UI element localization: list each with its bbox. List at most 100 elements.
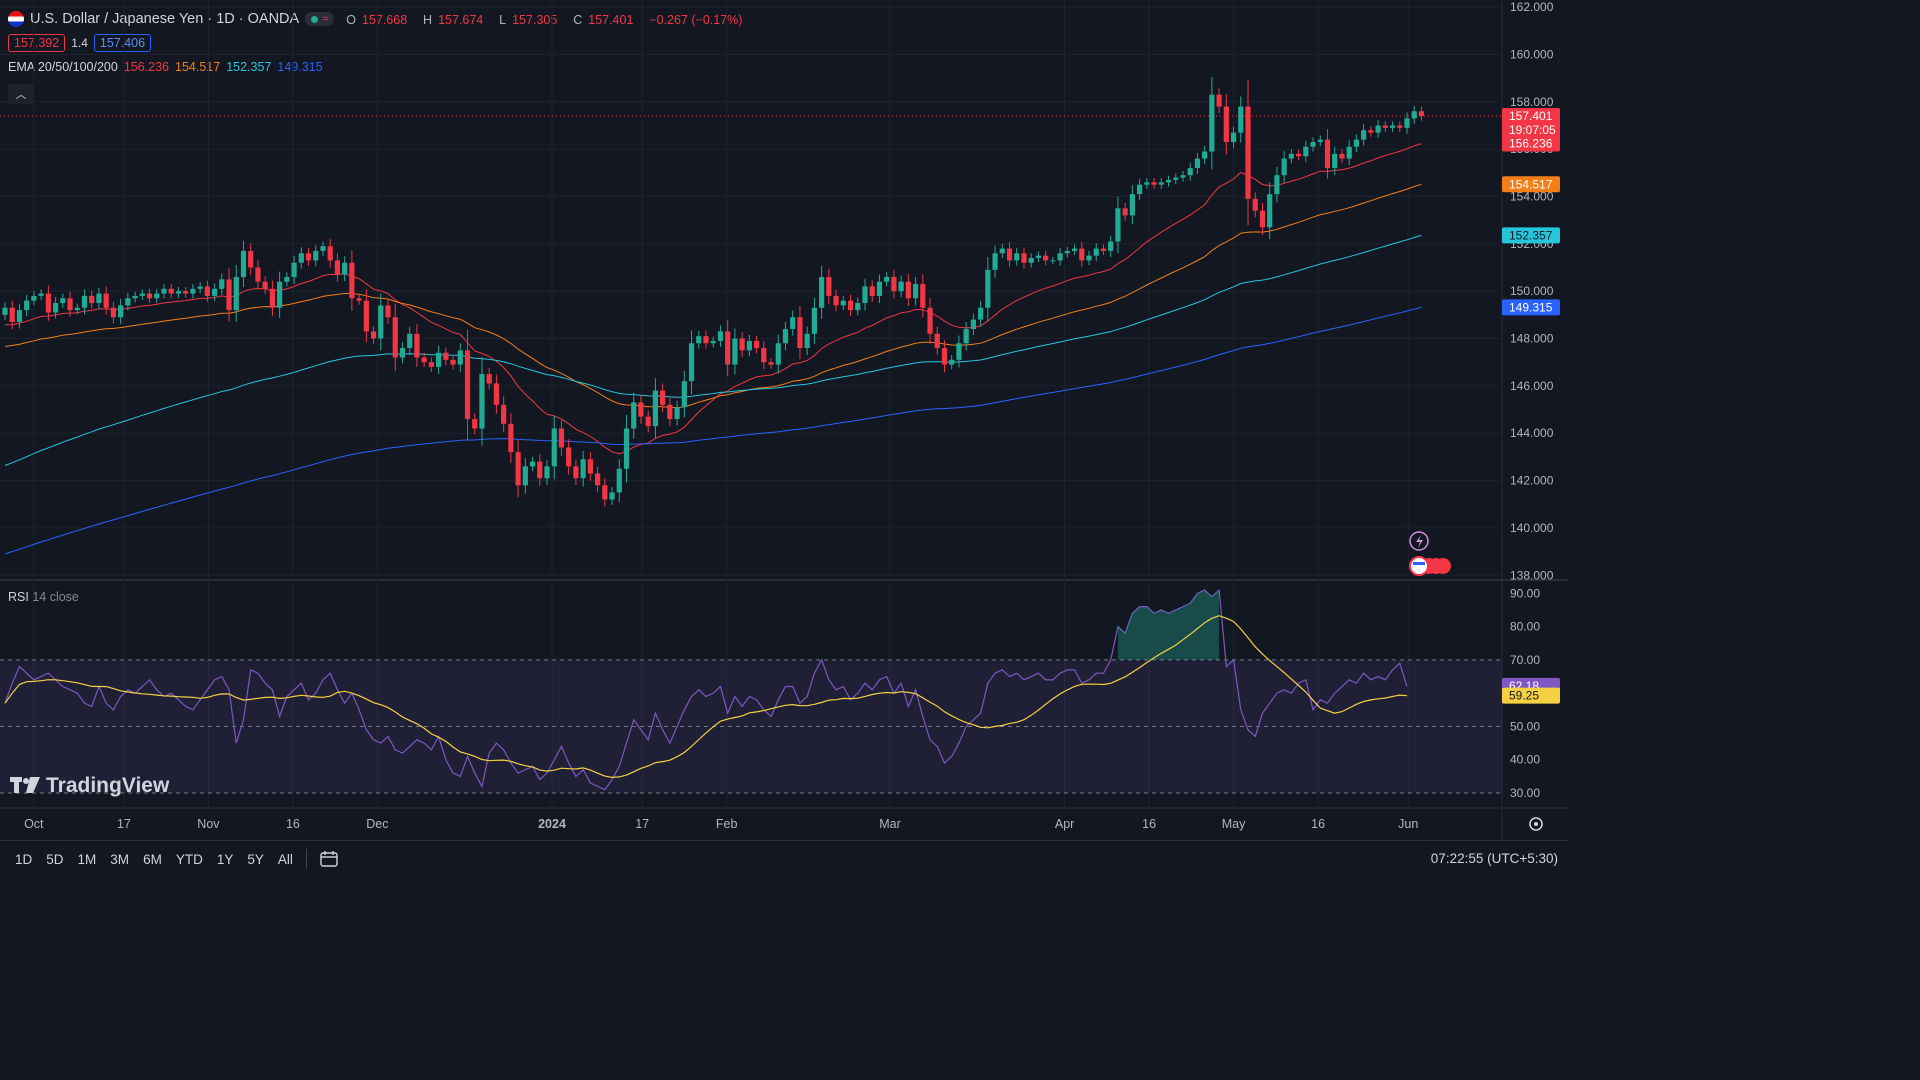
- candle-body: [1180, 175, 1186, 178]
- candle-body: [970, 319, 976, 330]
- candle-body: [443, 352, 449, 360]
- candle-body: [876, 281, 883, 296]
- candle-body: [1397, 125, 1403, 128]
- ema-legend-label: EMA 20/50/100/200: [8, 60, 118, 74]
- candle-body: [233, 276, 239, 311]
- candle-body: [168, 288, 174, 294]
- candle-body: [1050, 260, 1056, 262]
- candle-body: [1238, 106, 1244, 133]
- candle-body: [573, 466, 579, 479]
- ema-legend-row[interactable]: EMA 20/50/100/200 156.236 154.517 152.35…: [8, 56, 748, 78]
- price-label-2-bg: [1502, 176, 1560, 193]
- rsi-label: RSI: [8, 590, 29, 604]
- candle-body: [739, 338, 745, 351]
- time-tick-label: Oct: [24, 817, 44, 831]
- candle-body: [934, 333, 940, 348]
- candle-body: [1267, 194, 1273, 228]
- market-status-badge[interactable]: ≈: [305, 12, 335, 26]
- price-tick-label: 148.000: [1510, 332, 1554, 346]
- candle-body: [334, 260, 341, 275]
- candle-body: [551, 428, 557, 467]
- symbol-title[interactable]: U.S. Dollar / Japanese Yen · 1D · OANDA: [30, 11, 300, 27]
- chart-canvas[interactable]: 162.000160.000158.000156.000154.000152.0…: [0, 0, 1568, 840]
- sell-price-button[interactable]: 157.392: [8, 34, 66, 52]
- ema-line-100: [4, 234, 1422, 466]
- candle-body: [428, 362, 434, 367]
- candle-body: [869, 286, 875, 296]
- candle-body: [775, 343, 781, 365]
- candle-body: [16, 310, 23, 322]
- candle-body: [414, 333, 420, 358]
- time-axis[interactable]: Oct 17 Nov 16 Dec 2024 17 Feb Mar Apr 16 May 16 Jun: [24, 817, 1418, 831]
- price-tick-label: 144.000: [1510, 426, 1554, 440]
- candle-body: [45, 293, 51, 313]
- candle-body: [638, 402, 644, 417]
- timeframe-5y-button[interactable]: 5Y: [247, 851, 264, 867]
- candle-body: [696, 336, 702, 344]
- rsi-label-1-bg: [1502, 687, 1560, 704]
- candle-body: [327, 246, 333, 261]
- collapse-legend-button[interactable]: ︿: [8, 84, 34, 104]
- chevron-up-icon: ︿: [15, 89, 27, 101]
- candle-body: [370, 331, 377, 339]
- rsi-tick-label: 80.00: [1510, 620, 1540, 634]
- timeframe-6m-button[interactable]: 6M: [143, 851, 162, 867]
- price-label-0-bg: [1502, 107, 1560, 138]
- timeframe-ytd-button[interactable]: YTD: [175, 851, 203, 867]
- candle-body: [298, 253, 304, 263]
- candle-body: [674, 407, 680, 420]
- timeframe-1m-button[interactable]: 1M: [77, 851, 97, 867]
- ema100-value: 152.357: [226, 60, 272, 74]
- candle-body: [1151, 182, 1157, 185]
- timeframe-1y-button[interactable]: 1Y: [216, 851, 234, 867]
- candle-body: [1209, 94, 1215, 152]
- clock-timezone[interactable]: 07:22:55 (UTC+5:30): [1430, 851, 1558, 866]
- time-tick-label: Mar: [879, 817, 901, 831]
- candle-body: [103, 293, 109, 308]
- candle-body: [616, 468, 622, 493]
- timeframe-1d-button[interactable]: 1D: [15, 851, 33, 867]
- time-tick-label: Jun: [1398, 817, 1418, 831]
- price-axis[interactable]: 162.000160.000158.000156.000154.000152.0…: [1510, 0, 1554, 800]
- price-tick-label: 142.000: [1510, 474, 1554, 488]
- candle-body: [472, 419, 478, 429]
- rsi-legend[interactable]: RSI 14 close: [8, 590, 79, 604]
- time-tick-label: 17: [117, 817, 131, 831]
- candle-body: [660, 390, 666, 405]
- candle-body: [1035, 255, 1042, 259]
- candle-body: [1028, 258, 1034, 263]
- timeframe-all-button[interactable]: All: [277, 851, 293, 867]
- rsi-params: 14 close: [32, 590, 79, 604]
- grid-lines: [0, 0, 1568, 840]
- candle-body: [320, 246, 326, 251]
- candle-body: [183, 291, 189, 294]
- candle-body: [1404, 118, 1410, 128]
- candle-body: [1361, 130, 1367, 140]
- lightning-bolt-icon: [1416, 535, 1423, 548]
- calendar-icon[interactable]: [319, 850, 339, 868]
- candle-body: [493, 383, 500, 405]
- candle-body: [912, 284, 919, 299]
- buy-price-button[interactable]: 157.406: [93, 34, 152, 52]
- market-open-dot-icon: [311, 15, 319, 23]
- candle-body: [9, 307, 15, 322]
- settings-gear-icon[interactable]: [1529, 817, 1543, 831]
- time-tick-label: 16: [286, 817, 300, 831]
- time-tick-label: 17: [635, 817, 649, 831]
- candle-body: [833, 295, 839, 306]
- ohlc-values: O 157.668 H 157.674 L 157.305 C 157.401 −0.2…: [346, 13, 743, 27]
- candle-body: [262, 281, 268, 289]
- timeframe-3m-button[interactable]: 3M: [110, 851, 130, 867]
- candle-body: [204, 286, 210, 296]
- candle-body: [819, 276, 825, 308]
- candle-body: [385, 305, 391, 318]
- candle-body: [609, 492, 615, 500]
- candle-body: [1288, 153, 1294, 159]
- tradingview-logo[interactable]: TradingView: [10, 774, 169, 798]
- price-tick-label: 146.000: [1510, 379, 1554, 393]
- candlesticks: [2, 76, 1425, 507]
- candle-body: [342, 262, 348, 275]
- candle-body: [826, 276, 832, 296]
- timeframe-5d-button[interactable]: 5D: [46, 851, 64, 867]
- candle-body: [1353, 139, 1360, 147]
